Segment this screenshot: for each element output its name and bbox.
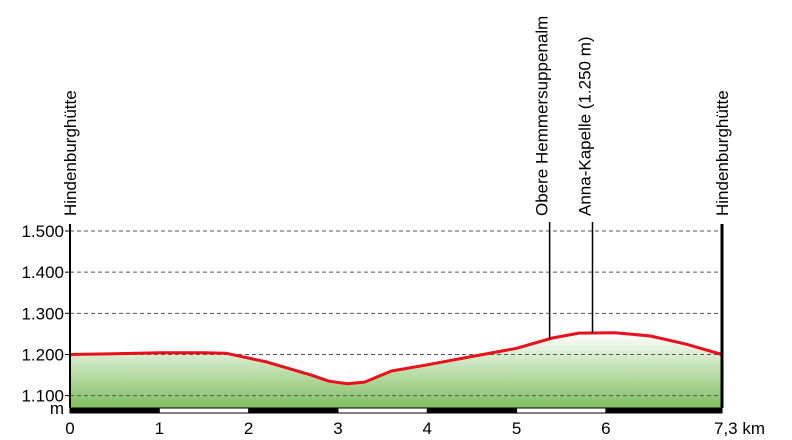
y-tick-label: 1.300 (21, 304, 64, 323)
x-tick-label: 1 (155, 419, 164, 438)
y-tick-label: 1.200 (21, 345, 64, 364)
waypoint-label: Hindenburghütte (713, 90, 732, 216)
y-tick-label: 1.100 (21, 387, 64, 406)
waypoint-label: Anna-Kapelle (1.250 m) (575, 36, 594, 216)
waypoint-label: Obere Hemmersuppenalm (533, 16, 552, 216)
x-tick-label: 3 (333, 419, 342, 438)
scale-segment (427, 408, 517, 413)
x-tick-label: 0 (65, 419, 74, 438)
y-tick-label: 1.500 (21, 222, 64, 241)
x-tick-label: 6 (601, 419, 610, 438)
y-tick-label: 1.400 (21, 263, 64, 282)
x-tick-label: 4 (423, 419, 432, 438)
scale-segment (248, 408, 338, 413)
elevation-line (69, 331, 723, 386)
scale-segment (605, 408, 722, 413)
x-tick-label: 2 (244, 419, 253, 438)
x-tick-label: 7,3 km (714, 419, 765, 438)
waypoint-label: Hindenburghütte (61, 90, 80, 216)
scale-segment (70, 408, 160, 413)
y-unit: m (50, 399, 64, 418)
x-tick-label: 5 (512, 419, 521, 438)
